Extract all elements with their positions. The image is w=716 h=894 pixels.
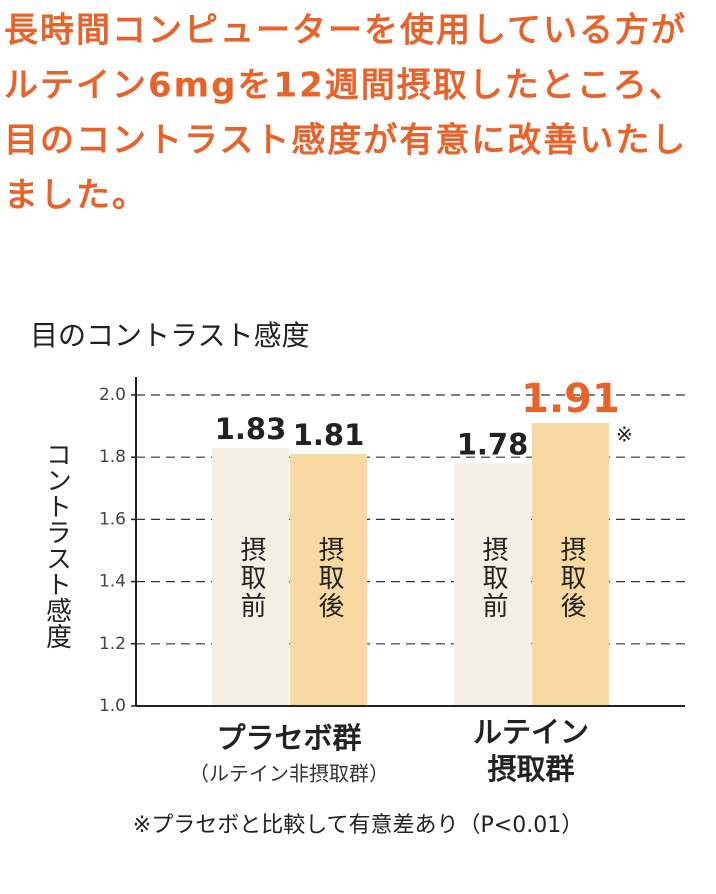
value-label: 1.91 xyxy=(521,376,620,422)
significance-mark: ※ xyxy=(616,423,633,447)
y-tick-label: 1.2 xyxy=(99,634,126,654)
headline-line: ルテイン6mgを12週間摂取したところ、 xyxy=(4,66,685,106)
headline-line: 長時間コンピューターを使用している方が xyxy=(4,11,687,51)
y-tick-label: 1.8 xyxy=(99,447,126,467)
headline-line: 目のコントラスト感度が有意に改善いたし xyxy=(4,121,687,161)
series-name: 摂取後 xyxy=(556,536,586,620)
value-label: 1.78 xyxy=(457,427,529,461)
y-axis-title: コントラスト感度 xyxy=(42,441,72,649)
category-note: （ルテイン非摂取群） xyxy=(189,762,389,786)
category-label: ルテイン摂取群 xyxy=(472,715,589,786)
bar xyxy=(532,422,609,706)
series-name: 摂取前 xyxy=(478,536,508,620)
bar xyxy=(290,454,367,706)
y-tick-label: 1.0 xyxy=(99,696,126,716)
chart-title: 目のコントラスト感度 xyxy=(30,319,309,352)
y-tick-label: 1.4 xyxy=(99,572,126,592)
value-label: 1.83 xyxy=(215,412,287,446)
category-label: プラセボ群 xyxy=(216,721,362,755)
headline-line: ました。 xyxy=(4,176,148,216)
value-label: 1.81 xyxy=(293,418,365,452)
bar xyxy=(212,447,289,706)
y-tick-label: 1.6 xyxy=(99,509,126,529)
footnote: ※プラセボと比較して有意差あり（P<0.01） xyxy=(133,813,583,838)
series-name: 摂取後 xyxy=(314,536,344,620)
series-name: 摂取前 xyxy=(236,536,266,620)
y-tick-label: 2.0 xyxy=(99,385,126,405)
bar xyxy=(454,463,531,706)
